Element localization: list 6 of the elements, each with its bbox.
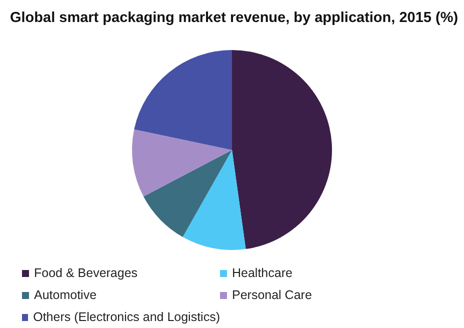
chart-title: Global smart packaging market revenue, by application, 2015 (%) [10, 10, 458, 26]
legend-label: Healthcare [232, 266, 292, 280]
legend-label: Personal Care [232, 288, 312, 302]
legend-label: Others (Electronics and Logistics) [33, 310, 220, 324]
legend-label: Food & Beverages [34, 266, 138, 280]
legend-label: Automotive [34, 288, 97, 302]
